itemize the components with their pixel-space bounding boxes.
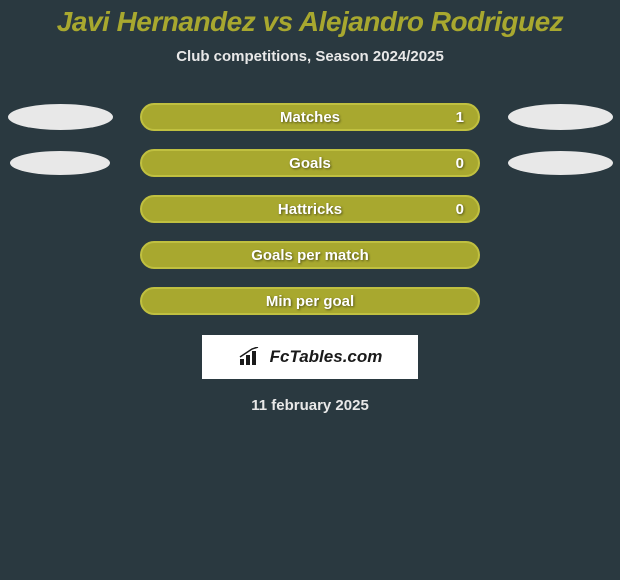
right-ellipse (508, 104, 613, 130)
stat-row: Goals 0 (0, 149, 620, 177)
logo-box: FcTables.com (202, 335, 418, 379)
stat-label: Hattricks (278, 201, 342, 218)
right-ellipse-slot (500, 104, 620, 130)
stat-bar: Goals 0 (140, 149, 480, 177)
left-ellipse (8, 104, 113, 130)
left-ellipse-slot (0, 104, 120, 130)
stat-label: Goals (289, 155, 331, 172)
stat-value: 0 (456, 201, 464, 218)
stat-label: Matches (280, 109, 340, 126)
stat-row: Goals per match (0, 241, 620, 269)
subtitle: Club competitions, Season 2024/2025 (0, 48, 620, 65)
stat-bar: Goals per match (140, 241, 480, 269)
stat-row: Min per goal (0, 287, 620, 315)
left-ellipse-slot (0, 151, 120, 175)
stat-rows: Matches 1 Goals 0 Hattricks 0 Goals per match M… (0, 103, 620, 315)
stat-row: Hattricks 0 (0, 195, 620, 223)
right-ellipse (508, 151, 613, 175)
stat-value: 1 (456, 109, 464, 126)
stat-label: Min per goal (266, 293, 354, 310)
stat-bar: Min per goal (140, 287, 480, 315)
date-text: 11 february 2025 (0, 397, 620, 414)
chart-icon (238, 347, 264, 367)
stat-row: Matches 1 (0, 103, 620, 131)
stat-bar: Hattricks 0 (140, 195, 480, 223)
stat-label: Goals per match (251, 247, 369, 264)
stat-value: 0 (456, 155, 464, 172)
logo-text: FcTables.com (270, 347, 383, 367)
page-title: Javi Hernandez vs Alejandro Rodriguez (0, 0, 620, 38)
left-ellipse (10, 151, 110, 175)
stat-bar: Matches 1 (140, 103, 480, 131)
right-ellipse-slot (500, 151, 620, 175)
comparison-infographic: Javi Hernandez vs Alejandro Rodriguez Cl… (0, 0, 620, 580)
